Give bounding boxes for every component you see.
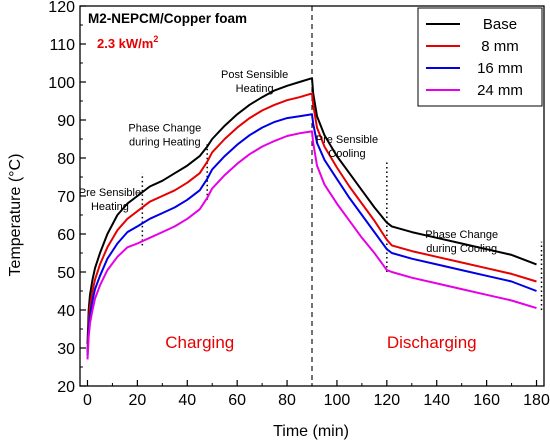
x-tick-label: 120 (373, 392, 400, 409)
axis-ticks: 0 20 40 60 80 100 120 140 160 180 20 30 40 50 60 70 80 90… (48, 0, 550, 409)
y-tick-label: 100 (48, 75, 75, 92)
annotation-line: Phase Change (128, 122, 201, 134)
phase-label: Discharging (387, 333, 477, 352)
annotation-line: during Heating (129, 136, 201, 148)
y-tick-label: 120 (48, 0, 75, 16)
legend-label: 16 mm (477, 60, 523, 77)
subtitle-text: 2.3 kW/m (97, 36, 153, 51)
chart-title: M2-NEPCM/Copper foam (88, 11, 247, 26)
x-tick-label: 0 (83, 392, 92, 409)
y-tick-label: 90 (57, 113, 75, 130)
phase-annotation: Phase Change during Heating (128, 122, 201, 148)
chart-subtitle: 2.3 kW/m2 (97, 34, 158, 51)
y-tick-label: 40 (57, 303, 75, 320)
annotation-line: Heating (91, 201, 129, 213)
annotation-line: Pre Sensible (79, 187, 141, 199)
annotation-line: Phase Change (425, 229, 498, 241)
y-tick-label: 70 (57, 189, 75, 206)
series-line (86, 113, 537, 356)
y-tick-label: 60 (57, 227, 75, 244)
subtitle-superscript: 2 (153, 34, 158, 44)
series-line (86, 77, 537, 345)
legend-label: 24 mm (477, 82, 523, 99)
y-axis-title: Temperature (°C) (7, 154, 24, 277)
phase-annotation: Pre Sensible Heating (79, 187, 141, 213)
y-tick-label: 80 (57, 151, 75, 168)
annotation-line: during Cooling (426, 243, 497, 255)
x-tick-label: 140 (423, 392, 450, 409)
x-tick-label: 60 (228, 392, 246, 409)
x-tick-label: 80 (278, 392, 296, 409)
x-tick-label: 100 (324, 392, 351, 409)
x-tick-label: 180 (523, 392, 550, 409)
annotation-line: Heating (236, 83, 274, 95)
x-axis-title: Time (min) (273, 423, 349, 440)
x-tick-label: 160 (473, 392, 500, 409)
phase-annotation: Phase Change during Cooling (425, 229, 498, 255)
annotation-line: Cooling (328, 148, 365, 160)
y-tick-label: 20 (57, 379, 75, 396)
legend-label: 8 mm (481, 38, 519, 55)
x-tick-label: 40 (178, 392, 196, 409)
legend: Base 8 mm 16 mm 24 mm (417, 7, 543, 107)
annotation-line: Post Sensible (221, 69, 288, 81)
phase-annotation: Pre Sensible Cooling (316, 134, 378, 160)
phase-annotation: Post Sensible Heating (221, 69, 288, 95)
y-tick-label: 110 (49, 37, 75, 54)
series-line (86, 130, 537, 360)
y-tick-label: 30 (57, 341, 75, 358)
chart-marks: Pre Sensible Heating Phase Change during He… (79, 6, 543, 386)
series-line (86, 92, 537, 352)
x-tick-label: 20 (128, 392, 146, 409)
annotation-line: Pre Sensible (316, 134, 378, 146)
phase-label: Charging (165, 333, 234, 352)
y-tick-label: 50 (57, 265, 75, 282)
legend-label: Base (483, 16, 517, 33)
